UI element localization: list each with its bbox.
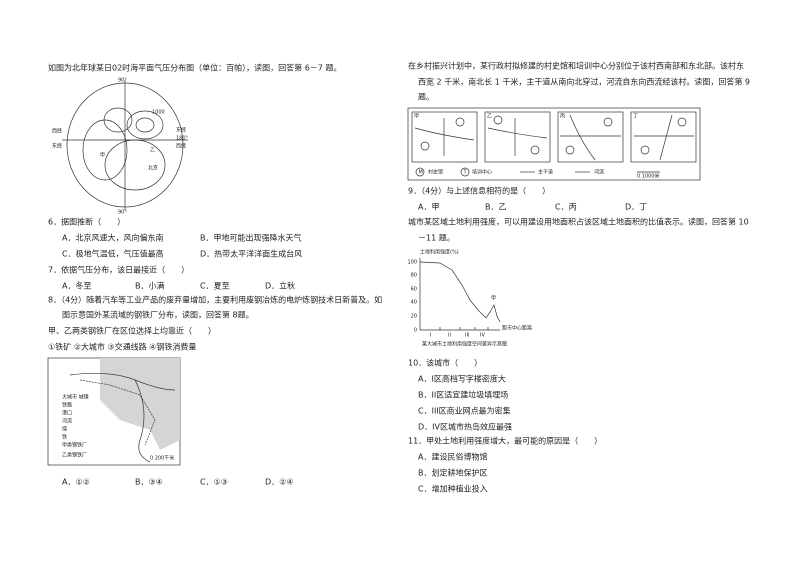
intensity-figure <box>419 258 501 331</box>
question-stem: 7．依据气压分布，该日最接近（ ） <box>48 265 189 275</box>
label: 西经 <box>176 143 186 150</box>
option: C．增加种植业投入 <box>418 484 488 494</box>
scale: 0 1000米 <box>637 173 660 180</box>
label: 甲 <box>100 153 105 159</box>
option: C．①③ <box>200 478 228 487</box>
village-panels <box>407 107 701 181</box>
legend: 大城市 城镇 <box>62 394 89 401</box>
question-stem: 10．该城市（ ） <box>408 358 482 368</box>
label: 东经 <box>52 143 62 150</box>
zone: III <box>465 333 469 339</box>
tick-label: 40 <box>411 300 417 306</box>
option: D．热带太平洋洋面生成台风 <box>200 249 302 259</box>
panel-label: 丁 <box>633 114 638 120</box>
legend: 甲类钢铁厂 <box>62 442 87 449</box>
pressure-map <box>62 80 188 210</box>
legend: 河流 <box>594 169 604 176</box>
intro: 西宽 2 千米，南北长 1 千米，主干道从南向北穿过，河流自东向西流经该村。读图… <box>418 77 750 87</box>
axis-label: 土地利用强度(%) <box>420 249 459 256</box>
intro: －11 题。 <box>418 234 455 243</box>
option: D．②④ <box>265 478 294 487</box>
symbol: T <box>463 170 468 176</box>
label: 北京 <box>148 165 158 172</box>
option: A．①② <box>62 478 90 487</box>
question-stem: 8．（4分）随着汽车等工业产品的废弃量增加，主要利用废钢冶炼的电炉炼钢技术日新普… <box>48 295 382 305</box>
question-stem: 9．（4分）与上述信息相符的是（ ） <box>408 186 550 196</box>
option: D．IV区城市热岛效应最强 <box>418 422 512 432</box>
option: B．甲地可能出现强降水天气 <box>200 233 302 243</box>
label: 西经 <box>52 128 62 135</box>
label: 1000 <box>152 110 165 116</box>
option: A．北京风速大，风向偏东南 <box>62 233 163 243</box>
legend: 煤 <box>62 426 67 433</box>
option: A．建设民俗博物馆 <box>418 452 487 462</box>
intro: 如图为北年球某日02时海平面气压分布图（单位：百帕），读图，回答第 6－7 题。 <box>48 63 341 73</box>
option: B．乙 <box>485 203 507 212</box>
option: C．夏至 <box>200 282 230 291</box>
steel-map <box>47 357 181 466</box>
intro: 在乡村振兴计划中，某行政村拟修建的村史馆和培训中心分别位于该村西南部和东北部。该… <box>408 61 744 71</box>
intro: 城市某区域土地利用强度，可以用建设用地面积占该区域土地面积的比值表示。读图，回答… <box>408 217 749 227</box>
option: D．丁 <box>625 203 647 212</box>
label: 90° <box>118 210 127 216</box>
tick-label: 100 <box>407 260 417 266</box>
option: C．极地气温低，气压值最高 <box>62 249 164 259</box>
axis-label: 距市中心距离 <box>502 325 532 332</box>
scale: 0 200千米 <box>150 455 174 462</box>
option: C．III区商业网点最为密集 <box>418 406 511 416</box>
label: 180° <box>176 136 189 142</box>
zone: IV <box>480 333 485 339</box>
label: 东经 <box>176 127 186 134</box>
symbol: M <box>419 170 423 176</box>
choices: ①铁矿 ②大城市 ③交通线路 ④钢铁消费量 <box>48 342 196 352</box>
question-stem: 11．甲处土地利用强度增大，最可能的原因是（ ） <box>408 436 602 446</box>
option: B．③④ <box>135 478 163 487</box>
zone: I <box>430 333 431 339</box>
legend: 河流 <box>62 418 72 425</box>
tick-label: 80 <box>411 273 417 279</box>
question-stem: 图示意国外某流域的钢铁厂分布，读图，回答第 8题。 <box>62 310 254 320</box>
panel-label: 丙 <box>560 114 565 120</box>
option: B．划定耕地保护区 <box>418 468 488 478</box>
legend: 乙类钢铁厂 <box>62 452 87 459</box>
legend: 铁路 <box>62 402 72 409</box>
tick-label: 0 <box>414 328 417 334</box>
question-stem: 6．据图推断（ ） <box>48 217 125 227</box>
panel-label: 乙 <box>487 113 492 120</box>
option: A．冬至 <box>62 281 91 291</box>
option: A．I区高档写字楼密度大 <box>418 374 506 384</box>
option: C．丙 <box>555 203 577 212</box>
option: B．小满 <box>135 281 165 291</box>
tick-label: 60 <box>411 287 417 293</box>
zone: II <box>448 333 451 339</box>
label: 90° <box>118 78 127 84</box>
legend: 村史馆 <box>428 169 443 176</box>
panel-label: 甲 <box>414 114 419 120</box>
option: D．立秋 <box>265 281 295 291</box>
option: A．甲 <box>418 203 439 212</box>
option: B．II区适宜建垃圾填埋场 <box>418 390 508 400</box>
legend: 主干道 <box>538 169 553 176</box>
tick-label: 20 <box>411 314 417 320</box>
label: 乙 <box>150 147 155 154</box>
question-stem: 甲、乙两类钢铁厂在区位选择上均靠近（ ） <box>48 326 216 336</box>
caption: 某大城市土地利用强度空间差异示意图 <box>422 341 507 348</box>
intro: 题。 <box>418 93 434 102</box>
legend: 铁 <box>62 434 67 441</box>
legend: 培训中心 <box>472 169 492 176</box>
legend: 港口 <box>62 410 72 417</box>
point-label: 甲 <box>491 296 496 302</box>
